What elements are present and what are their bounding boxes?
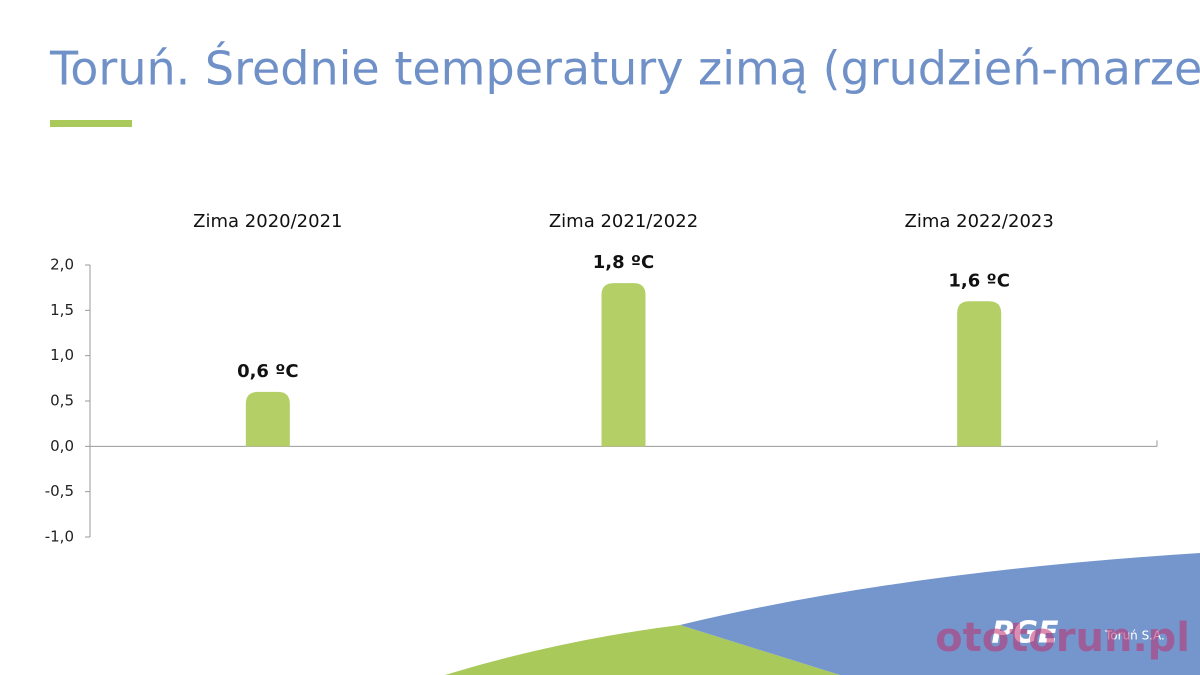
y-tick-label: 1,0: [50, 346, 74, 364]
y-tick-label: 1,5: [50, 301, 74, 319]
watermark: ototorun.pl: [935, 615, 1190, 661]
title-underline: [50, 120, 132, 127]
decor-blue: [680, 553, 1200, 675]
bar: [601, 283, 646, 447]
value-label: 0,6 ºC: [237, 361, 299, 382]
chart-title: Toruń. Średnie temperatury zimą (grudzie…: [49, 42, 1200, 96]
y-tick-label: -1,0: [45, 528, 74, 546]
y-tick-label: 2,0: [50, 256, 74, 274]
company: Toruń S.A.: [1104, 629, 1165, 643]
value-label: 1,8 ºC: [593, 252, 655, 273]
y-tick-label: 0,5: [50, 392, 74, 410]
logo: PGE: [991, 616, 1059, 651]
category-label: Zima 2022/2023: [905, 211, 1054, 232]
bar: [957, 301, 1002, 447]
decor-green: [445, 625, 840, 675]
value-label: 1,6 ºC: [948, 270, 1010, 291]
category-label: Zima 2020/2021: [193, 211, 342, 232]
y-tick-label: -0,5: [45, 482, 74, 500]
bar: [245, 391, 290, 447]
category-label: Zima 2021/2022: [549, 211, 698, 232]
y-tick-label: 0,0: [50, 437, 74, 455]
